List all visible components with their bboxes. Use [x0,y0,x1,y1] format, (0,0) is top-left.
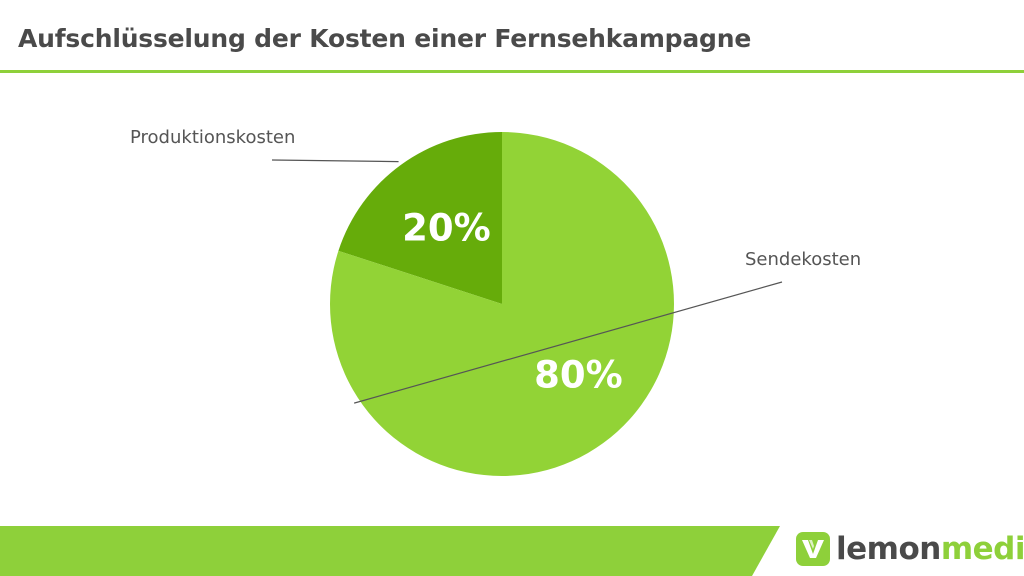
logo-word-media: media [940,530,1024,567]
leader-line-sendekosten [353,281,783,404]
data-label-produktionskosten: 20% [402,206,491,249]
pie-slice-sendekosten [330,132,674,477]
page-title: Aufschlüsselung der Kosten einer Fernseh… [18,24,752,53]
data-label-sendekosten: 80% [534,353,623,396]
lemonmedia-logo-icon [796,532,830,566]
leader-line-produktionskosten [271,159,399,163]
footer-band [0,526,780,576]
pie-slice-produktionskosten [338,132,502,304]
slice-label-sendekosten: Sendekosten [745,249,862,270]
title-underline [0,70,1024,73]
logo-word-lemon: lemon [836,530,941,567]
slice-label-produktionskosten: Produktionskosten [130,127,296,148]
lemonmedia-logo: lemonmedia [796,526,1024,572]
